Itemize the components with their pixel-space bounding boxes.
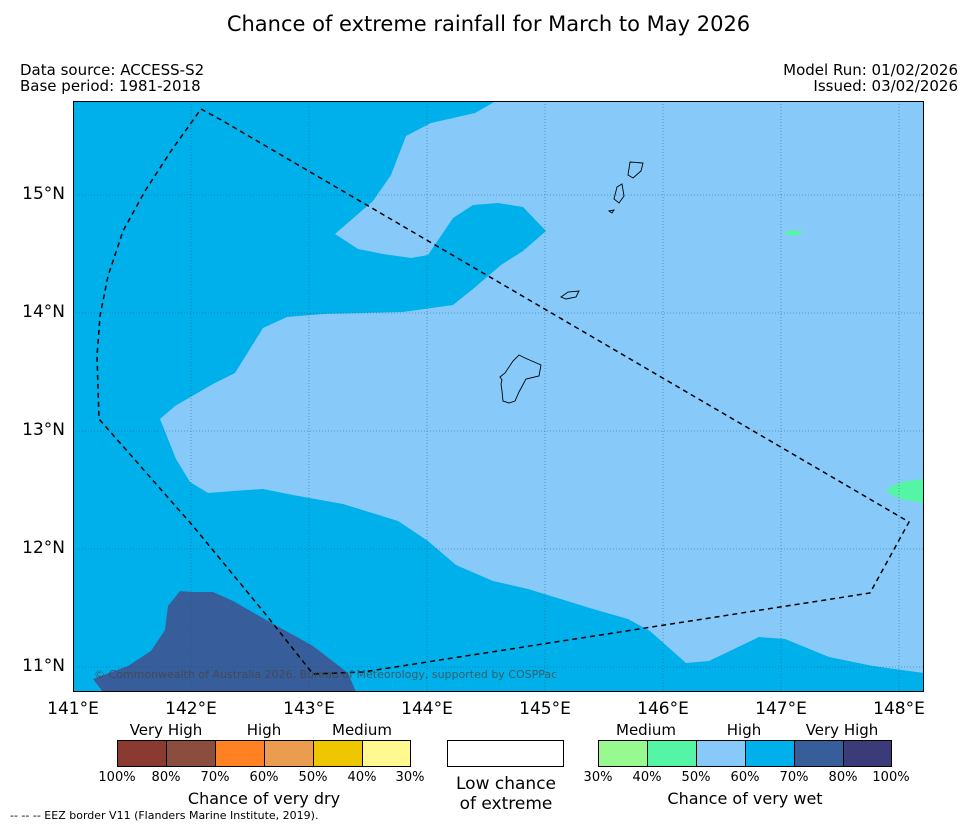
region-wet-40-50-east: [886, 479, 924, 503]
dry-swatch-80-100: [117, 740, 167, 767]
wet-pct-label: 80%: [828, 770, 858, 785]
wet-category-high: High: [726, 721, 762, 739]
dry-pct-label: 40%: [347, 770, 377, 785]
wet-swatch-80-100: [843, 740, 892, 767]
lon-tick-142e: 142°E: [165, 699, 217, 719]
wet-pct-label: 50%: [681, 770, 711, 785]
wet-pct-label: 30%: [583, 770, 613, 785]
lon-tick-147e: 147°E: [755, 699, 807, 719]
wet-pct-label: 60%: [730, 770, 760, 785]
dry-pct-label: 100%: [98, 770, 136, 785]
eez-border: [96, 108, 911, 675]
dry-swatch-60-70: [215, 740, 265, 767]
wet-category-very-high: Very High: [805, 721, 879, 739]
low-chance-line2: of extreme: [459, 794, 553, 814]
wet-pct-label: 40%: [632, 770, 662, 785]
rainfall-map: [73, 101, 924, 692]
wet-swatch-60-70: [745, 740, 795, 767]
region-wet-70-80: [93, 591, 356, 692]
dry-pct-label: 70%: [200, 770, 230, 785]
dry-category-medium: Medium: [332, 721, 392, 739]
chart-title: Chance of extreme rainfall for March to …: [226, 12, 751, 36]
eez-footnote: -- -- -- EEZ border V11 (Flanders Marine…: [10, 809, 319, 822]
dry-swatch-30-40: [362, 740, 411, 767]
lon-tick-148e: 148°E: [873, 699, 925, 719]
lat-tick-12n: 12°N: [22, 538, 65, 558]
lon-tick-146e: 146°E: [637, 699, 689, 719]
dry-category-very-high: Very High: [129, 721, 203, 739]
data-source: Data source: ACCESS-S2: [20, 61, 205, 79]
low-chance-label: Low chance of extreme: [421, 774, 591, 814]
dry-pct-label: 50%: [298, 770, 328, 785]
lat-tick-11n: 11°N: [22, 656, 65, 676]
model-run: Model Run: 01/02/2026: [783, 61, 958, 79]
dry-swatch-40-50: [313, 740, 363, 767]
low-chance-line1: Low chance: [456, 774, 556, 794]
dry-pct-label: 60%: [249, 770, 279, 785]
islands: [499, 161, 644, 404]
lat-tick-15n: 15°N: [22, 184, 65, 204]
dry-swatch-50-60: [264, 740, 314, 767]
issued-date: Issued: 03/02/2026: [813, 77, 958, 95]
island-guam: [499, 354, 542, 404]
wet-swatch-30-40: [598, 740, 648, 767]
dry-pct-label: 80%: [151, 770, 181, 785]
island-tinian: [613, 183, 625, 204]
island-aguijan: [607, 209, 615, 214]
region-wet-50-60-main: [160, 101, 924, 673]
wet-colorbar-title: Chance of very wet: [667, 789, 823, 808]
region-wet-40-50-small: [782, 230, 805, 236]
wet-pct-label: 70%: [779, 770, 809, 785]
low-chance-swatch: [447, 740, 564, 767]
lat-tick-13n: 13°N: [22, 420, 65, 440]
lon-tick-144e: 144°E: [401, 699, 453, 719]
wet-swatch-50-60: [696, 740, 746, 767]
island-rota: [560, 290, 580, 300]
base-period: Base period: 1981-2018: [20, 77, 201, 95]
wet-swatch-70-80: [794, 740, 844, 767]
dry-category-high: High: [246, 721, 282, 739]
lon-tick-145e: 145°E: [519, 699, 571, 719]
meta-right: Model Run: 01/02/2026 Issued: 03/02/2026: [783, 62, 958, 94]
gridlines: [73, 101, 924, 692]
lon-tick-141e: 141°E: [47, 699, 99, 719]
dry-colorbar-title: Chance of very dry: [187, 789, 341, 808]
wet-category-medium: Medium: [616, 721, 676, 739]
map-frame: [73, 101, 924, 692]
lat-tick-14n: 14°N: [22, 302, 65, 322]
wet-swatch-40-50: [647, 740, 697, 767]
lon-tick-143e: 143°E: [283, 699, 335, 719]
meta-left: Data source: ACCESS-S2 Base period: 1981…: [20, 62, 204, 94]
wet-pct-label: 100%: [872, 770, 910, 785]
dry-swatch-70-80: [166, 740, 216, 767]
copyright-notice: © Commonwealth of Australia 2026, Bureau…: [94, 668, 558, 681]
dry-pct-label: 30%: [395, 770, 425, 785]
island-saipan: [627, 161, 644, 179]
